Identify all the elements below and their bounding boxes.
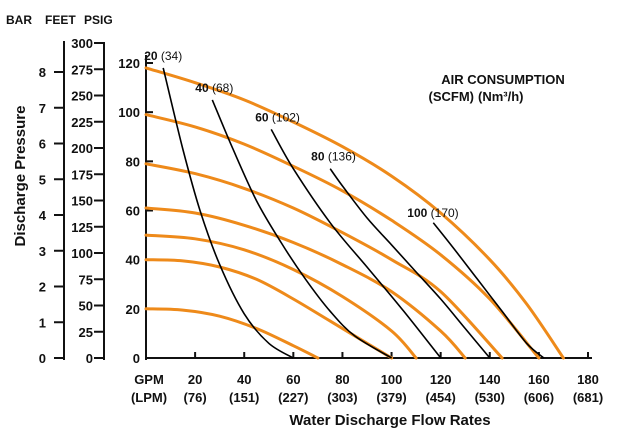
- bar-tick-label: 7: [39, 101, 46, 116]
- bar-tick-label: 1: [39, 315, 46, 330]
- lpm-tick-label: (530): [475, 390, 505, 405]
- pressure-curve: [144, 66, 565, 360]
- pressure-curves: [144, 66, 565, 360]
- lpm-tick-label: (227): [278, 390, 308, 405]
- legend-title: AIR CONSUMPTION: [441, 72, 565, 87]
- air-curve-label: 20 (34): [144, 49, 182, 63]
- bar-unit-label: BAR: [6, 13, 32, 27]
- feet-tick-label: 200: [71, 141, 93, 156]
- air-consumption-curve: [162, 67, 294, 359]
- air-curve-scfm: 100: [407, 206, 427, 220]
- feet-tick-label: 75: [79, 272, 93, 287]
- pressure-curve: [144, 206, 467, 360]
- bar-tick-label: 2: [39, 280, 46, 295]
- air-curve-label: 40 (68): [195, 81, 233, 95]
- psig-tick-label: 40: [126, 253, 140, 268]
- air-curve-label: 60 (102): [255, 110, 300, 124]
- gpm-tick-label: 100: [381, 372, 403, 387]
- lpm-unit-label: (LPM): [131, 390, 167, 405]
- x-axis-title: Water Discharge Flow Rates: [289, 412, 490, 429]
- feet-tick-label: 250: [71, 89, 93, 104]
- air-curve-label: 100 (170): [407, 206, 458, 220]
- bar-tick-label: 8: [39, 65, 46, 80]
- psig-unit-label: PSIG: [84, 13, 113, 27]
- legend-scfm: (SCFM): [429, 89, 475, 104]
- lpm-tick-label: (76): [184, 390, 207, 405]
- feet-tick-label: 225: [71, 115, 93, 130]
- air-curve-labels: 20 (34) 40 (68) 60 (102) 80 (136) 100 (170): [144, 49, 459, 220]
- air-consumption-curve: [270, 129, 442, 359]
- gpm-tick-label: 40: [237, 372, 251, 387]
- air-curve-nm3h: (170): [427, 206, 458, 220]
- lpm-tick-label: (303): [327, 390, 357, 405]
- y-tick-labels: 0204060801001200255075100125150175200225…: [39, 36, 140, 366]
- air-consumption-curve: [432, 222, 545, 359]
- axes: [54, 41, 592, 360]
- lpm-tick-label: (151): [229, 390, 259, 405]
- psig-tick-label: 120: [118, 56, 140, 71]
- feet-tick-label: 0: [86, 351, 93, 366]
- pressure-curve: [144, 162, 504, 360]
- psig-tick-label: 20: [126, 302, 140, 317]
- gpm-tick-label: 20: [188, 372, 202, 387]
- gpm-tick-label: 120: [430, 372, 452, 387]
- pressure-curve: [144, 233, 418, 360]
- bar-tick-label: 4: [39, 208, 47, 223]
- air-curve-scfm: 60: [255, 110, 269, 124]
- psig-tick-label: 60: [126, 204, 140, 219]
- lpm-tick-label: (606): [524, 390, 554, 405]
- feet-tick-label: 300: [71, 36, 93, 51]
- gpm-tick-label: 180: [577, 372, 599, 387]
- psig-tick-label: 80: [126, 154, 140, 169]
- air-consumption-curve: [211, 99, 393, 359]
- gpm-unit-label: GPM: [134, 372, 164, 387]
- bar-tick-label: 3: [39, 244, 46, 259]
- air-curve-nm3h: (136): [325, 150, 356, 164]
- air-curve-nm3h: (34): [158, 49, 183, 63]
- gpm-tick-label: 80: [335, 372, 349, 387]
- feet-tick-label: 25: [79, 325, 93, 340]
- air-consumption-curve: [329, 168, 491, 359]
- air-curve-nm3h: (68): [209, 81, 234, 95]
- lpm-tick-label: (681): [573, 390, 603, 405]
- x-tick-labels: 20 (76) 40 (151) 60 (227) 80 (303) 100 (379) 120 (4…: [184, 372, 604, 405]
- air-curve-label: 80 (136): [311, 150, 356, 164]
- y-axis-title: Discharge Pressure: [12, 106, 29, 247]
- bar-tick-label: 0: [39, 351, 46, 366]
- lpm-tick-label: (454): [425, 390, 455, 405]
- psig-tick-label: 0: [133, 351, 140, 366]
- pressure-curve: [144, 113, 541, 360]
- gpm-tick-label: 160: [528, 372, 550, 387]
- bar-tick-label: 5: [39, 172, 46, 187]
- gpm-tick-label: 60: [286, 372, 300, 387]
- gpm-tick-label: 140: [479, 372, 501, 387]
- feet-tick-label: 125: [71, 220, 93, 235]
- lpm-tick-label: (379): [376, 390, 406, 405]
- air-curve-scfm: 80: [311, 150, 325, 164]
- psig-tick-label: 100: [118, 105, 140, 120]
- feet-tick-label: 275: [71, 62, 93, 77]
- feet-tick-label: 50: [79, 299, 93, 314]
- air-curve-scfm: 40: [195, 81, 209, 95]
- feet-tick-label: 175: [71, 167, 93, 182]
- feet-tick-label: 100: [71, 246, 93, 261]
- pressure-curve: [144, 307, 320, 360]
- feet-unit-label: FEET: [45, 13, 76, 27]
- bar-tick-label: 6: [39, 137, 46, 152]
- feet-tick-label: 150: [71, 194, 93, 209]
- legend-nm3h: (Nm³/h): [478, 89, 524, 104]
- air-curve-scfm: 20: [144, 49, 158, 63]
- air-curve-nm3h: (102): [269, 110, 300, 124]
- air-consumption-curves: [162, 67, 545, 359]
